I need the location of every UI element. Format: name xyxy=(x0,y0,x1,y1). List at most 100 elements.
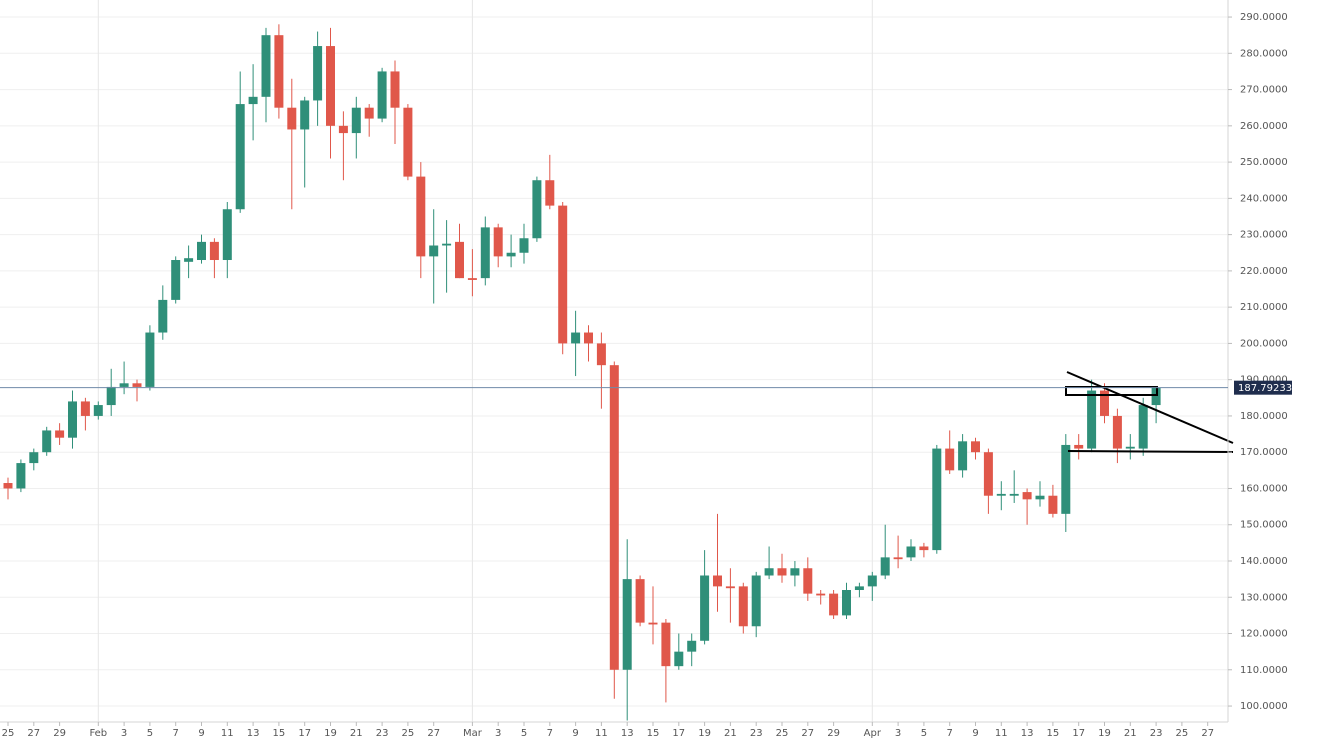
candle-body xyxy=(235,104,245,210)
candle-body xyxy=(467,278,477,280)
candle-body xyxy=(764,568,774,576)
y-tick-label: 210.0000 xyxy=(1240,302,1288,313)
candle-body xyxy=(571,332,581,344)
candle-body xyxy=(493,227,503,257)
candle-body xyxy=(29,452,39,464)
x-tick-label: 27 xyxy=(427,728,440,739)
y-tick-label: 290.0000 xyxy=(1240,12,1288,23)
y-tick-label: 120.0000 xyxy=(1240,629,1288,640)
candle-body xyxy=(338,125,348,134)
y-tick-label: 110.0000 xyxy=(1240,665,1288,676)
x-tick-label: 25 xyxy=(2,728,15,739)
x-tick-label: 27 xyxy=(27,728,40,739)
candle-body xyxy=(442,243,452,246)
candle-body xyxy=(1009,493,1019,496)
x-tick-label: 23 xyxy=(1150,728,1163,739)
candle-body xyxy=(880,557,890,576)
y-tick-label: 280.0000 xyxy=(1240,48,1288,59)
candle-body xyxy=(790,568,800,576)
candle-body xyxy=(558,205,568,344)
candle-body xyxy=(390,71,400,108)
candle-body xyxy=(674,651,684,667)
x-tick-label: 19 xyxy=(324,728,337,739)
candle-body xyxy=(209,241,219,261)
candle-body xyxy=(996,493,1006,496)
candle-body xyxy=(854,586,864,591)
candle-body xyxy=(364,107,374,119)
x-tick-label: 3 xyxy=(495,728,501,739)
candle-body xyxy=(661,622,671,667)
y-tick-label: 220.0000 xyxy=(1240,266,1288,277)
candle-body xyxy=(519,238,529,253)
x-tick-label: 17 xyxy=(298,728,311,739)
x-tick-label: Mar xyxy=(463,728,483,739)
candle-body xyxy=(158,299,168,333)
candle-body xyxy=(16,463,26,489)
x-tick-label: 15 xyxy=(647,728,660,739)
candle-body xyxy=(416,176,426,257)
candle-body xyxy=(545,180,555,206)
candle-body xyxy=(506,252,516,257)
candle-body xyxy=(1087,390,1097,449)
x-tick-label: 23 xyxy=(376,728,389,739)
x-tick-label: 7 xyxy=(947,728,953,739)
candle-body xyxy=(932,448,942,551)
drawings xyxy=(1065,371,1234,453)
candle-body xyxy=(248,96,258,105)
candle-body xyxy=(377,71,387,119)
candle-body xyxy=(1022,492,1032,500)
candle-body xyxy=(42,430,52,453)
x-tick-label: 15 xyxy=(1047,728,1060,739)
x-tick-label: 21 xyxy=(1124,728,1137,739)
candle-body xyxy=(867,575,877,587)
candles xyxy=(3,24,1161,721)
support-line xyxy=(1067,450,1234,453)
candle-body xyxy=(648,622,658,625)
candle-body xyxy=(1035,495,1045,500)
candle-body xyxy=(958,441,968,471)
trend-line xyxy=(1066,371,1234,444)
candle-body xyxy=(1125,446,1135,449)
x-tick-label: 19 xyxy=(698,728,711,739)
x-tick-label: 5 xyxy=(147,728,153,739)
candle-body xyxy=(816,593,826,596)
candle-body xyxy=(480,227,490,279)
x-tick-label: 17 xyxy=(1072,728,1085,739)
candle-body xyxy=(1061,444,1071,514)
y-tick-label: 100.0000 xyxy=(1240,701,1288,712)
candle-body xyxy=(906,546,916,558)
x-tick-label: 5 xyxy=(521,728,527,739)
x-tick-label: 9 xyxy=(198,728,204,739)
y-tick-label: 230.0000 xyxy=(1240,230,1288,241)
candle-body xyxy=(803,568,813,594)
y-tick-label: 270.0000 xyxy=(1240,85,1288,96)
candle-body xyxy=(1151,387,1161,406)
x-tick-label: 19 xyxy=(1098,728,1111,739)
candle-body xyxy=(145,332,155,387)
candle-body xyxy=(429,245,439,257)
y-tick-label: 180.0000 xyxy=(1240,411,1288,422)
x-tick-label: 29 xyxy=(53,728,66,739)
candle-body xyxy=(403,107,413,177)
candle-body xyxy=(893,557,903,560)
candle-body xyxy=(532,180,542,239)
x-tick-label: 21 xyxy=(724,728,737,739)
candle-body xyxy=(842,590,851,616)
x-tick-label: 25 xyxy=(402,728,415,739)
candle-body xyxy=(1112,415,1122,449)
candle-body xyxy=(261,35,271,97)
x-tick-label: 17 xyxy=(672,728,685,739)
y-tick-label: 260.0000 xyxy=(1240,121,1288,132)
candle-body xyxy=(713,575,722,587)
x-tick-label: 11 xyxy=(221,728,234,739)
x-tick-label: 11 xyxy=(595,728,608,739)
candle-body xyxy=(274,35,284,108)
x-tick-label: 3 xyxy=(895,728,901,739)
candle-body xyxy=(313,46,323,101)
x-tick-label: 27 xyxy=(801,728,814,739)
x-tick-label: 27 xyxy=(1201,728,1214,739)
x-tick-label: 9 xyxy=(572,728,578,739)
y-tick-label: 150.0000 xyxy=(1240,520,1288,531)
x-tick-label: 13 xyxy=(1021,728,1034,739)
